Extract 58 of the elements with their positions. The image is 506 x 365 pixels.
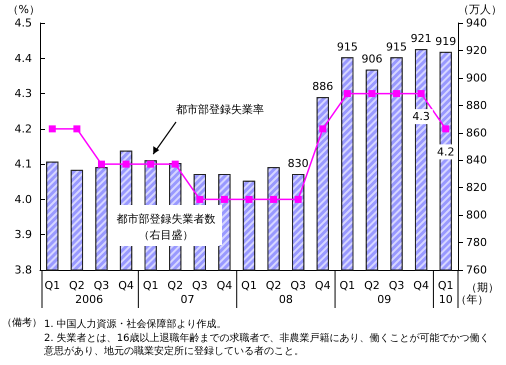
y-tick-label: 4.1 (14, 158, 32, 171)
x-tick-label: Q3 (388, 279, 404, 292)
text: 2. 失業者とは、16歳以上退職年齢までの求職者で、非農業戸籍にあり、働くことが可能でかつ働く意思があり、地元の職業安定所に登録している者のこと。 (43, 332, 490, 357)
y-tick-label: 4.5 (14, 16, 32, 30)
y2-tick-label: 840 (466, 154, 487, 167)
series-label: 都市部登録失業者数（右目盛） (116, 212, 216, 242)
data-label: 915 (386, 40, 408, 54)
y-tick-label: 4.0 (14, 192, 32, 206)
y2-tick-label: 900 (466, 71, 487, 84)
data-label: 4.2 (436, 145, 454, 158)
x-tick-label: Q4 (314, 279, 331, 292)
x-tick-label: Q2 (266, 279, 282, 292)
x-tick-label: Q4 (118, 279, 134, 292)
x-tick-label: Q3 (94, 279, 110, 292)
y2-tick-label: 820 (466, 181, 487, 194)
text: （年） (456, 293, 488, 306)
x-tick-label: Q1 (438, 279, 454, 292)
data-label: 886 (312, 80, 334, 94)
x-tick-label: Q1 (44, 279, 60, 292)
y2-tick-label: 920 (466, 44, 487, 57)
y2-axis-title: （万人） (458, 3, 502, 16)
y-tick-label: 4.4 (14, 52, 32, 65)
y2-tick-label: 940 (466, 16, 487, 30)
x-tick-label: Q3 (192, 279, 208, 292)
text: 2006 (75, 293, 104, 306)
x-tick-label: Q1 (340, 279, 356, 292)
x-tick-label: Q2 (364, 279, 380, 292)
data-label: 4.3 (412, 110, 430, 124)
y-tick-label: 4.2 (14, 122, 32, 136)
y2-tick-label: 760 (466, 264, 487, 276)
y2-tick-label: 860 (466, 126, 487, 140)
data-label: 921 (410, 32, 432, 46)
text: 08 (278, 293, 293, 306)
y-axis-title: （%） (8, 3, 40, 16)
x-tick-label: Q4 (216, 279, 232, 292)
y-tick-label: 3.8 (14, 264, 32, 276)
x-tick-label: Q1 (142, 279, 158, 292)
x-tick-label: Q2 (69, 279, 85, 292)
text: 10 (438, 293, 453, 306)
data-label: 906 (361, 52, 382, 66)
text: 都市部登録失業率 (176, 103, 264, 116)
text: （備考） (2, 316, 42, 328)
y2-tick-label: 880 (466, 98, 487, 112)
text: 07 (180, 293, 195, 306)
text: 1. 中国人力資源・社会保障部より作成。 (44, 318, 227, 330)
y-tick-label: 3.9 (14, 228, 32, 242)
x-tick-label: Q1 (241, 279, 257, 292)
x-axis-title: （期） (466, 281, 499, 294)
y2-tick-label: 800 (466, 208, 487, 222)
x-tick-label: Q2 (167, 279, 184, 292)
data-label: 919 (435, 34, 456, 48)
data-label: 830 (288, 156, 309, 170)
x-tick-label: Q3 (290, 279, 306, 292)
x-tick-label: Q4 (413, 279, 429, 292)
y-tick-label: 4.3 (14, 87, 32, 100)
data-label: 915 (336, 40, 358, 54)
y2-tick-label: 780 (466, 236, 487, 250)
text: 09 (377, 293, 392, 306)
